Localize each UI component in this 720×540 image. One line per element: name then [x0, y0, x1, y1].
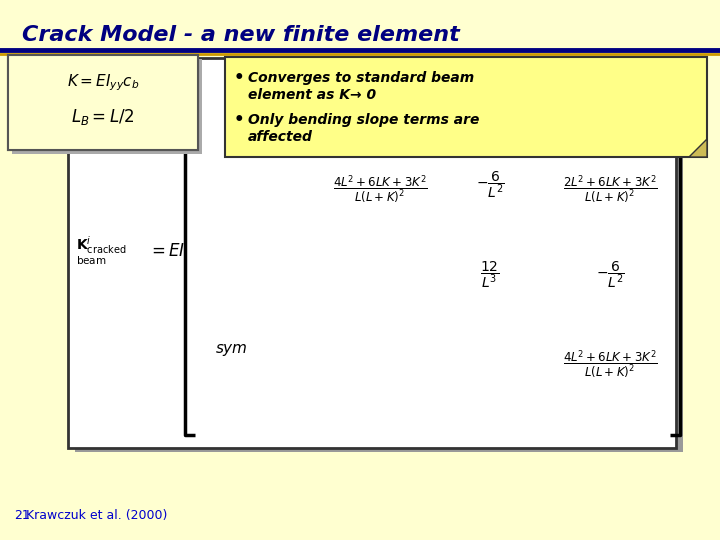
- Text: affected: affected: [248, 130, 313, 144]
- FancyBboxPatch shape: [75, 62, 683, 452]
- Text: $\dfrac{12}{L^3}$: $\dfrac{12}{L^3}$: [480, 260, 500, 291]
- Text: •: •: [234, 111, 245, 129]
- Text: $\mathbf{K}^i_{\mathregular{cracked}}$: $\mathbf{K}^i_{\mathregular{cracked}}$: [76, 234, 127, 256]
- Text: •: •: [234, 69, 245, 87]
- Text: $\dfrac{12}{L^3}$: $\dfrac{12}{L^3}$: [255, 90, 275, 120]
- Text: $\dfrac{4L^2+6LK+3K^2}{L(L+K)^2}$: $\dfrac{4L^2+6LK+3K^2}{L(L+K)^2}$: [333, 174, 428, 206]
- Text: Krawczuk et al. (2000): Krawczuk et al. (2000): [26, 509, 167, 522]
- Text: $-\dfrac{12}{L^3}$: $-\dfrac{12}{L^3}$: [474, 90, 505, 120]
- Text: $\dfrac{6}{L^2}$: $\dfrac{6}{L^2}$: [601, 90, 618, 120]
- Text: $sym$: $sym$: [215, 342, 248, 358]
- Text: $\dfrac{6}{L^2}$: $\dfrac{6}{L^2}$: [372, 90, 389, 120]
- Text: Converges to standard beam: Converges to standard beam: [248, 71, 474, 85]
- Text: element as K→ 0: element as K→ 0: [248, 88, 376, 102]
- Text: Crack Model - a new finite element: Crack Model - a new finite element: [22, 25, 460, 45]
- FancyBboxPatch shape: [8, 55, 198, 150]
- Text: Only bending slope terms are: Only bending slope terms are: [248, 113, 480, 127]
- Text: $-\dfrac{6}{L^2}$: $-\dfrac{6}{L^2}$: [595, 260, 624, 291]
- FancyBboxPatch shape: [225, 57, 707, 157]
- Text: $K = EI_{yy}c_b$: $K = EI_{yy}c_b$: [67, 73, 139, 93]
- FancyBboxPatch shape: [68, 58, 676, 448]
- Text: 21: 21: [14, 509, 30, 522]
- FancyBboxPatch shape: [12, 59, 202, 154]
- Text: $= EI$: $= EI$: [148, 242, 185, 260]
- FancyBboxPatch shape: [8, 55, 198, 150]
- Text: $L_B=L/2$: $L_B=L/2$: [71, 107, 135, 127]
- Text: $-\dfrac{6}{L^2}$: $-\dfrac{6}{L^2}$: [476, 170, 505, 200]
- Text: $\dfrac{4L^2+6LK+3K^2}{L(L+K)^2}$: $\dfrac{4L^2+6LK+3K^2}{L(L+K)^2}$: [562, 349, 657, 381]
- Polygon shape: [689, 139, 707, 157]
- Text: $\mathregular{beam}$: $\mathregular{beam}$: [76, 254, 107, 266]
- Text: $\dfrac{2L^2+6LK+3K^2}{L(L+K)^2}$: $\dfrac{2L^2+6LK+3K^2}{L(L+K)^2}$: [562, 174, 657, 206]
